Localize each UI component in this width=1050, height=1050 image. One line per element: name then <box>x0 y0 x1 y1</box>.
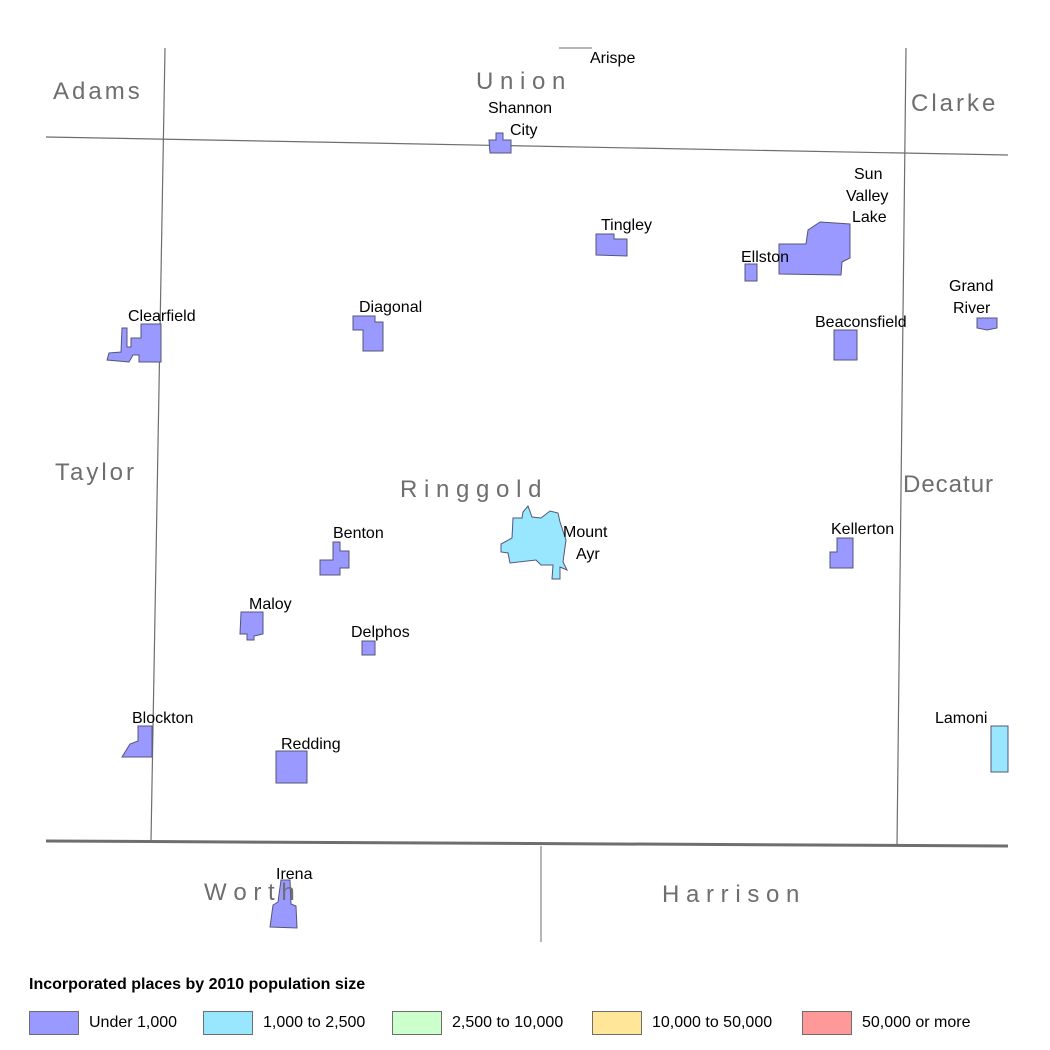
place-irena <box>269 879 298 929</box>
place-kellerton <box>829 537 854 569</box>
place-polygons <box>106 132 1009 929</box>
county-label-taylor: Taylor <box>55 459 137 486</box>
legend-swatch <box>592 1011 642 1035</box>
place-lamoni <box>990 725 1009 773</box>
place-label-sun-valley-lake: Lake <box>852 209 887 226</box>
legend-label: 10,000 to 50,000 <box>652 1014 773 1031</box>
legend-swatch <box>29 1011 79 1035</box>
legend-title: Incorporated places by 2010 population s… <box>29 976 366 993</box>
place-label-ellston: Ellston <box>741 249 789 266</box>
place-label-maloy: Maloy <box>249 596 292 613</box>
place-label-delphos: Delphos <box>351 624 410 641</box>
county-map: R i n g g o l d Adams U n i o n Clarke T… <box>45 47 1009 942</box>
place-label-redding: Redding <box>281 736 341 753</box>
place-shannon-city <box>488 132 512 154</box>
legend-label: 50,000 or more <box>862 1014 971 1031</box>
place-label-shannon-city: City <box>510 122 538 139</box>
place-label-mount-ayr: Mount <box>563 524 608 541</box>
place-label-grand-river: Grand <box>949 278 993 295</box>
legend-label: 1,000 to 2,500 <box>263 1014 366 1031</box>
place-label-diagonal: Diagonal <box>359 299 422 316</box>
place-mount-ayr <box>500 505 569 580</box>
legend-label: Under 1,000 <box>89 1014 178 1031</box>
place-beaconsfield <box>833 329 858 361</box>
place-label-blockton: Blockton <box>132 710 193 727</box>
place-label-lamoni: Lamoni <box>935 710 987 727</box>
county-label-clarke: Clarke <box>911 90 998 117</box>
place-label-shannon-city: Shannon <box>488 100 552 117</box>
county-label-union: U n i o n <box>476 68 565 95</box>
boundary-north <box>45 136 1009 156</box>
county-labels: R i n g g o l d Adams U n i o n Clarke T… <box>53 68 998 908</box>
place-label-irena: Irena <box>276 866 313 883</box>
place-label-tingley: Tingley <box>601 217 652 234</box>
legend-swatch <box>392 1011 442 1035</box>
place-label-kellerton: Kellerton <box>831 521 894 538</box>
legend-swatch <box>802 1011 852 1035</box>
place-grand-river <box>976 317 998 331</box>
place-redding <box>275 750 308 784</box>
place-label-arispe: Arispe <box>590 50 635 67</box>
place-label-sun-valley-lake: Sun <box>854 166 882 183</box>
boundary-west <box>150 47 166 842</box>
legend-label: 2,500 to 10,000 <box>452 1014 564 1031</box>
county-label-decatur: Decatur <box>903 471 994 498</box>
place-blockton <box>121 725 153 758</box>
place-label-benton: Benton <box>333 525 384 542</box>
place-label-grand-river: River <box>953 300 991 317</box>
place-benton <box>319 541 350 576</box>
boundary-south <box>45 839 1009 848</box>
place-ellston <box>744 263 758 282</box>
county-label-harrison: H a r r i s o n <box>662 881 799 908</box>
place-diagonal <box>352 315 384 352</box>
place-labels: Arispe Shannon City Tingley Sun Valley L… <box>128 50 993 883</box>
county-boundaries <box>45 47 1009 942</box>
place-tingley <box>595 233 628 257</box>
county-label-worth: W o r t h <box>204 879 295 906</box>
place-label-clearfield: Clearfield <box>128 308 196 325</box>
legend-swatch <box>203 1011 253 1035</box>
boundary-east <box>896 47 907 847</box>
county-label-adams: Adams <box>53 78 143 105</box>
place-maloy <box>239 611 264 641</box>
place-delphos <box>361 640 376 656</box>
place-sun-valley-lake <box>778 221 851 276</box>
county-label-ringgold: R i n g g o l d <box>400 476 541 503</box>
place-label-beaconsfield: Beaconsfield <box>815 314 907 331</box>
place-clearfield <box>106 323 162 363</box>
place-label-mount-ayr: Ayr <box>576 546 600 563</box>
place-label-sun-valley-lake: Valley <box>846 188 888 205</box>
